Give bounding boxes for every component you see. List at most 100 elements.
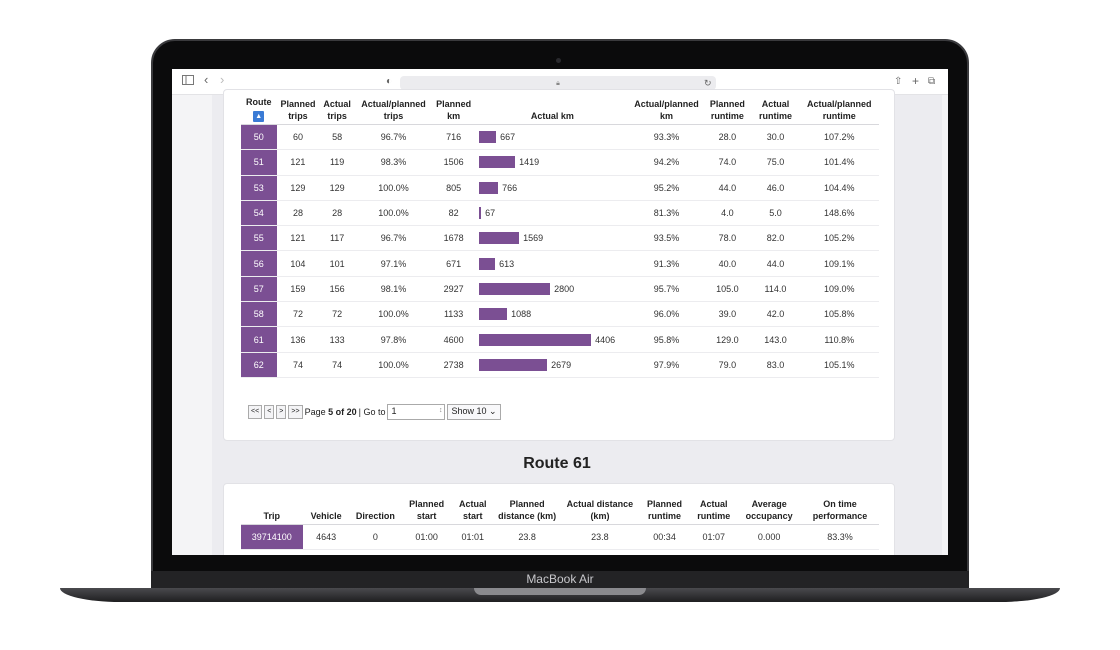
- cell-vehicle: 4643: [302, 524, 350, 551]
- first-page-button[interactable]: <<: [248, 405, 263, 419]
- col-vehicle[interactable]: Vehicle: [302, 496, 350, 525]
- route-cell[interactable]: 61: [241, 326, 277, 353]
- page-size-select[interactable]: Show 10 ⌄: [447, 404, 501, 420]
- cell-ratio-trips: 97.8%: [354, 326, 433, 353]
- table-row: 57 159 156 98.1% 2927 2800 95.7% 105.0 114.0 109.…: [241, 276, 879, 303]
- route-cell[interactable]: 53: [241, 175, 277, 201]
- col-planned-km[interactable]: Planned km: [432, 94, 476, 125]
- cell-actual-start: 01:01: [452, 524, 494, 551]
- cell-actual-trips: 117: [319, 225, 355, 252]
- cell-planned-trips: 121: [276, 149, 320, 176]
- col-actual-runtime[interactable]: Actual runtime: [690, 496, 738, 525]
- cell-planned-km: 4600: [432, 326, 476, 353]
- sort-ascending-icon[interactable]: ▲: [253, 111, 265, 122]
- page-indicator: Page 5 of 20: [305, 407, 357, 417]
- table-row: 58 72 72 100.0% 1133 1088 96.0% 39.0 42.0 105.8%: [241, 301, 879, 328]
- sidebar-icon[interactable]: [182, 75, 194, 90]
- col-actual-distance[interactable]: Actual distance (km): [560, 496, 639, 525]
- col-planned-runtime[interactable]: Planned runtime: [703, 94, 752, 125]
- col-trip[interactable]: Trip: [241, 496, 303, 525]
- cell-ratio-runtime: 105.1%: [799, 352, 879, 378]
- cell-actual-km: 67: [475, 200, 630, 227]
- goto-page-input[interactable]: 1 ↕: [387, 404, 446, 420]
- col-actual-runtime[interactable]: Actual runtime: [751, 94, 800, 125]
- laptop-notch: [474, 588, 646, 595]
- cell-actual-trips: 133: [319, 326, 355, 353]
- route-cell[interactable]: 51: [241, 149, 277, 176]
- address-bar[interactable]: 🔒︎: [400, 76, 716, 90]
- actual-km-label: 613: [499, 258, 515, 269]
- cell-actual-trips: 101: [319, 250, 355, 277]
- prev-page-button[interactable]: <: [264, 405, 275, 419]
- cell-actual-trips: 72: [319, 301, 355, 328]
- cell-planned-km: 82: [432, 200, 476, 227]
- cell-planned-runtime: 79.0: [703, 352, 752, 378]
- back-icon[interactable]: ‹: [204, 72, 209, 87]
- route-cell[interactable]: 50: [241, 124, 277, 151]
- cell-actual-trips: 28: [319, 200, 355, 227]
- actual-km-label: 4406: [595, 334, 616, 345]
- col-planned-runtime[interactable]: Planned runtime: [638, 496, 691, 525]
- actual-km-bar-wrap: 1569: [479, 232, 630, 245]
- table-row: 50 60 58 96.7% 716 667 93.3% 28.0 30.0 107.2%: [241, 124, 879, 151]
- col-route[interactable]: Route ▲: [241, 94, 277, 125]
- col-direction[interactable]: Direction: [349, 496, 401, 525]
- cell-ratio-km: 91.3%: [629, 250, 704, 277]
- table-row: 56 104 101 97.1% 671 613 91.3% 40.0 44.0 109.1%: [241, 250, 879, 277]
- cell-actual-trips: 74: [319, 352, 355, 378]
- col-ratio-runtime[interactable]: Actual/planned runtime: [799, 94, 879, 125]
- cell-actual-trips: 119: [319, 149, 355, 176]
- col-planned-distance[interactable]: Planned distance (km): [493, 496, 561, 525]
- cell-planned-runtime: 74.0: [703, 149, 752, 176]
- route-cell[interactable]: 56: [241, 250, 277, 277]
- next-page-button[interactable]: >: [276, 405, 287, 419]
- cell-planned-runtime: 39.0: [703, 301, 752, 328]
- col-avg-occupancy[interactable]: Average occupancy: [737, 496, 801, 525]
- col-actual-trips[interactable]: Actual trips: [319, 94, 355, 125]
- cell-ratio-runtime: 109.0%: [799, 276, 879, 303]
- cell-planned-runtime: 105.0: [703, 276, 752, 303]
- col-ratio-km[interactable]: Actual/planned km: [629, 94, 704, 125]
- cell-actual-trips: 129: [319, 175, 355, 201]
- cell-ratio-runtime: 105.2%: [799, 225, 879, 252]
- col-planned-start[interactable]: Planned start: [400, 496, 453, 525]
- spinner-icon[interactable]: ↕: [438, 407, 443, 414]
- reload-icon[interactable]: ↻: [704, 78, 712, 88]
- goto-value: 1: [391, 406, 397, 416]
- forward-icon[interactable]: ›: [220, 72, 225, 87]
- cell-planned-km: 671: [432, 250, 476, 277]
- route-cell[interactable]: 55: [241, 225, 277, 252]
- actual-km-label: 766: [502, 182, 518, 193]
- cell-planned-trips: 104: [276, 250, 320, 277]
- col-planned-trips[interactable]: Planned trips: [276, 94, 320, 125]
- route-cell[interactable]: 58: [241, 301, 277, 328]
- col-actual-km[interactable]: Actual km: [475, 94, 630, 125]
- col-ratio-trips[interactable]: Actual/planned trips: [354, 94, 433, 125]
- route-cell[interactable]: 62: [241, 352, 277, 378]
- actual-km-bar: [479, 257, 496, 270]
- cell-avg-occupancy: 0.000: [737, 524, 801, 551]
- actual-km-label: 2679: [551, 359, 572, 370]
- cell-ratio-runtime: 110.8%: [799, 326, 879, 353]
- trip-cell[interactable]: 39714100: [241, 524, 303, 551]
- shield-icon[interactable]: ◐: [386, 76, 393, 87]
- col-otp[interactable]: On time performance: [800, 496, 879, 525]
- col-actual-start[interactable]: Actual start: [452, 496, 494, 525]
- screen: ‹ › ◐ 🔒︎ ↻ ⇧ + ⧉ Route ▲ Planned trips Ac…: [172, 69, 948, 555]
- cell-planned-start: 01:00: [400, 524, 453, 551]
- cell-planned-km: 1506: [432, 149, 476, 176]
- route-cell[interactable]: 57: [241, 276, 277, 303]
- table-row: 53 129 129 100.0% 805 766 95.2% 44.0 46.0 104.4%: [241, 175, 879, 201]
- cell-ratio-runtime: 104.4%: [799, 175, 879, 201]
- share-icon[interactable]: ⇧: [894, 76, 903, 87]
- cell-ratio-trips: 100.0%: [354, 200, 433, 227]
- col-route-label: Route: [246, 97, 272, 107]
- actual-km-bar-wrap: 766: [479, 181, 630, 194]
- new-tab-icon[interactable]: +: [912, 74, 920, 88]
- tabs-overview-icon[interactable]: ⧉: [928, 76, 936, 87]
- actual-km-bar: [479, 308, 508, 321]
- cell-planned-km: 805: [432, 175, 476, 201]
- last-page-button[interactable]: >>: [288, 405, 303, 419]
- cell-planned-trips: 72: [276, 301, 320, 328]
- route-cell[interactable]: 54: [241, 200, 277, 227]
